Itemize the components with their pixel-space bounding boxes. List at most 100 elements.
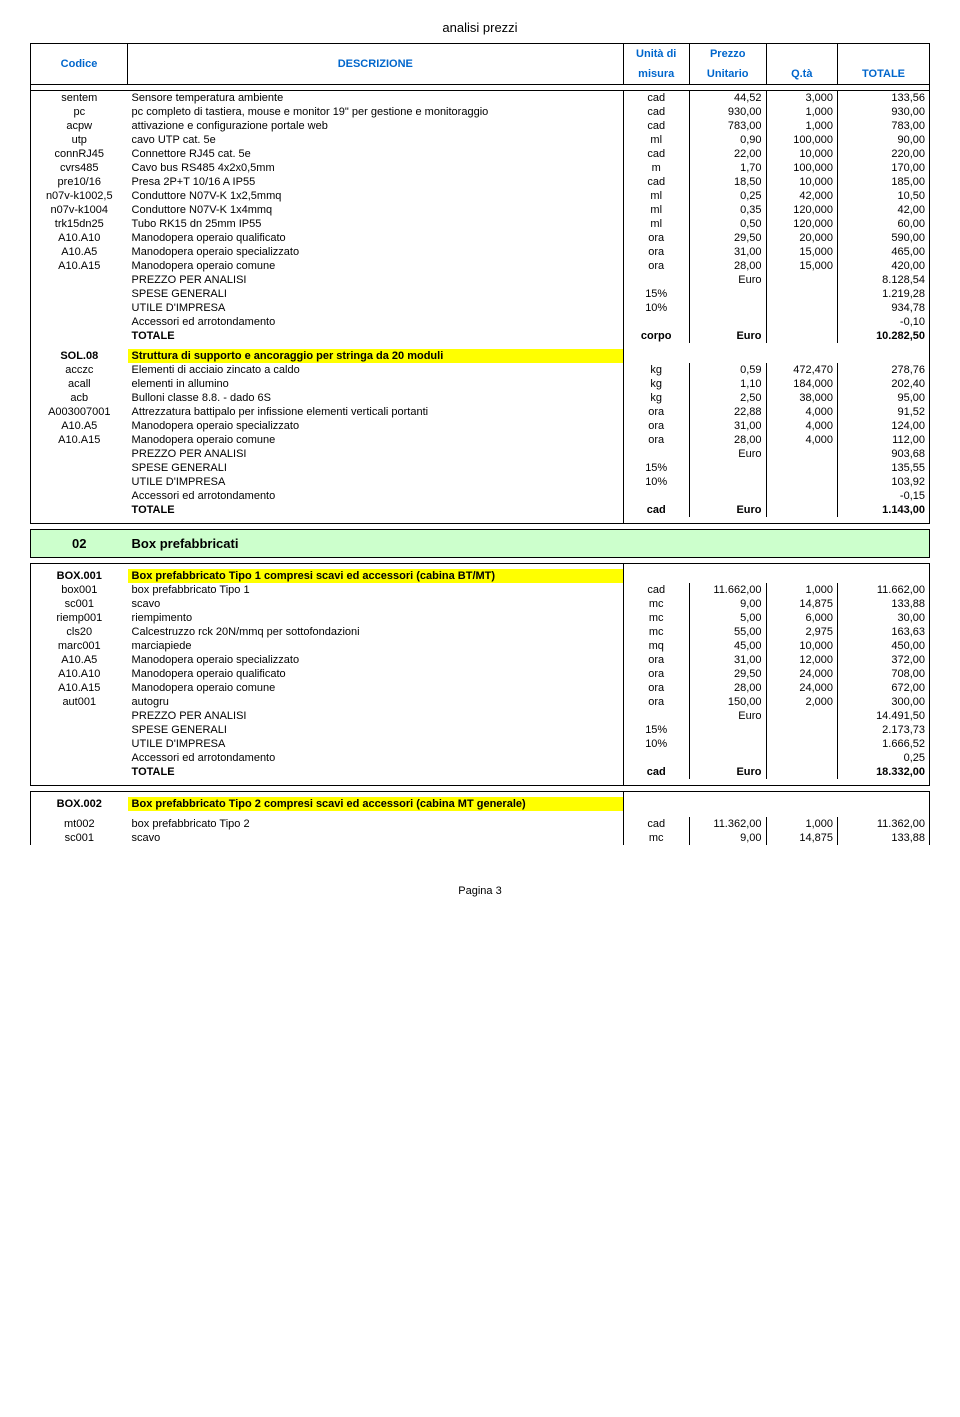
- summary-p: [689, 737, 766, 751]
- cell-prezzo: 31,00: [689, 653, 766, 667]
- cell-desc: Manodopera operaio qualificato: [128, 231, 623, 245]
- cell-qta: 472,470: [766, 363, 838, 377]
- page-title: analisi prezzi: [30, 20, 930, 35]
- summary-um: 15%: [623, 287, 689, 301]
- cell-um: cad: [623, 583, 689, 597]
- cell-code: riemp001: [31, 611, 128, 625]
- cell-code: acb: [31, 391, 128, 405]
- cell-um: cad: [623, 91, 689, 106]
- cell-totale: 590,00: [838, 231, 930, 245]
- box002-title: Box prefabbricato Tipo 2 compresi scavi …: [128, 797, 623, 811]
- cell-qta: 10,000: [766, 639, 838, 653]
- box001-title: Box prefabbricato Tipo 1 compresi scavi …: [128, 569, 623, 583]
- cell-code: acczc: [31, 363, 128, 377]
- table-row: utpcavo UTP cat. 5eml0,90100,00090,00: [31, 133, 930, 147]
- summary-um: corpo: [623, 329, 689, 343]
- cell-desc: Elementi di acciaio zincato a caldo: [128, 363, 623, 377]
- block1-body: sentemSensore temperatura ambientecad44,…: [31, 91, 930, 344]
- cell-prezzo: 29,50: [689, 231, 766, 245]
- summary-row: UTILE D'IMPRESA10%934,78: [31, 301, 930, 315]
- cell-totale: 42,00: [838, 203, 930, 217]
- table-row: sc001scavomc9,0014,875133,88: [31, 597, 930, 611]
- cell-totale: 202,40: [838, 377, 930, 391]
- cell-qta: 10,000: [766, 175, 838, 189]
- cell-qta: 24,000: [766, 681, 838, 695]
- box002-title-row: BOX.002 Box prefabbricato Tipo 2 compres…: [31, 797, 930, 811]
- cell-um: ora: [623, 419, 689, 433]
- cell-desc: Conduttore N07V-K 1x2,5mmq: [128, 189, 623, 203]
- col-codice: Codice: [31, 44, 128, 85]
- summary-tot: 2.173,73: [838, 723, 930, 737]
- cell-prezzo: 0,90: [689, 133, 766, 147]
- cell-qta: 1,000: [766, 119, 838, 133]
- summary-row: UTILE D'IMPRESA10%103,92: [31, 475, 930, 489]
- cell-desc: Manodopera operaio comune: [128, 681, 623, 695]
- cell-um: ora: [623, 231, 689, 245]
- cell-totale: 930,00: [838, 105, 930, 119]
- col-prezzo-2: Unitario: [689, 64, 766, 85]
- summary-um: [623, 489, 689, 503]
- summary-p: Euro: [689, 273, 766, 287]
- summary-label: PREZZO PER ANALISI: [128, 709, 623, 723]
- cell-code: trk15dn25: [31, 217, 128, 231]
- cell-qta: 100,000: [766, 133, 838, 147]
- cell-um: cad: [623, 175, 689, 189]
- cell-prezzo: 22,00: [689, 147, 766, 161]
- price-table: Codice DESCRIZIONE Unità di Prezzo Q.tà …: [30, 43, 930, 845]
- cell-code: pre10/16: [31, 175, 128, 189]
- cell-code: A10.A5: [31, 419, 128, 433]
- summary-um: [623, 709, 689, 723]
- cell-code: marc001: [31, 639, 128, 653]
- cell-code: cvrs485: [31, 161, 128, 175]
- cell-qta: 15,000: [766, 245, 838, 259]
- cell-prezzo: 0,25: [689, 189, 766, 203]
- cell-code: acall: [31, 377, 128, 391]
- cell-um: cad: [623, 817, 689, 831]
- table-row: acbBulloni classe 8.8. - dado 6Skg2,5038…: [31, 391, 930, 405]
- cell-code: sc001: [31, 597, 128, 611]
- cell-desc: Manodopera operaio specializzato: [128, 245, 623, 259]
- cell-um: cad: [623, 147, 689, 161]
- summary-row: PREZZO PER ANALISIEuro8.128,54: [31, 273, 930, 287]
- summary-row: SPESE GENERALI15%1.219,28: [31, 287, 930, 301]
- summary-row: PREZZO PER ANALISIEuro903,68: [31, 447, 930, 461]
- summary-p: Euro: [689, 329, 766, 343]
- section-02-title: Box prefabbricati: [128, 529, 930, 557]
- cell-desc: riempimento: [128, 611, 623, 625]
- table-row: aut001autogruora150,002,000300,00: [31, 695, 930, 709]
- cell-code: connRJ45: [31, 147, 128, 161]
- cell-desc: scavo: [128, 597, 623, 611]
- summary-row: SPESE GENERALI15%2.173,73: [31, 723, 930, 737]
- cell-um: cad: [623, 105, 689, 119]
- table-row: n07v-k1004Conduttore N07V-K 1x4mmqml0,35…: [31, 203, 930, 217]
- cell-um: ora: [623, 245, 689, 259]
- cell-desc: Manodopera operaio qualificato: [128, 667, 623, 681]
- cell-qta: 4,000: [766, 405, 838, 419]
- box001-code: BOX.001: [31, 569, 128, 583]
- cell-totale: 420,00: [838, 259, 930, 273]
- summary-p: [689, 287, 766, 301]
- cell-um: ml: [623, 217, 689, 231]
- cell-desc: pc completo di tastiera, mouse e monitor…: [128, 105, 623, 119]
- table-row: pcpc completo di tastiera, mouse e monit…: [31, 105, 930, 119]
- sol08-code: SOL.08: [31, 349, 128, 363]
- summary-tot: 0,25: [838, 751, 930, 765]
- summary-label: UTILE D'IMPRESA: [128, 737, 623, 751]
- summary-tot: 18.332,00: [838, 765, 930, 779]
- cell-totale: 11.362,00: [838, 817, 930, 831]
- summary-label: TOTALE: [128, 765, 623, 779]
- cell-totale: 124,00: [838, 419, 930, 433]
- cell-desc: Sensore temperatura ambiente: [128, 91, 623, 106]
- cell-code: A10.A15: [31, 681, 128, 695]
- table-row: trk15dn25Tubo RK15 dn 25mm IP55ml0,50120…: [31, 217, 930, 231]
- table-row: A10.A15Manodopera operaio comuneora28,00…: [31, 259, 930, 273]
- summary-p: Euro: [689, 709, 766, 723]
- cell-qta: 15,000: [766, 259, 838, 273]
- cell-um: ora: [623, 681, 689, 695]
- cell-um: mq: [623, 639, 689, 653]
- summary-label: SPESE GENERALI: [128, 287, 623, 301]
- cell-prezzo: 1,10: [689, 377, 766, 391]
- cell-code: A10.A10: [31, 667, 128, 681]
- cell-qta: 2,975: [766, 625, 838, 639]
- box002-code: BOX.002: [31, 797, 128, 811]
